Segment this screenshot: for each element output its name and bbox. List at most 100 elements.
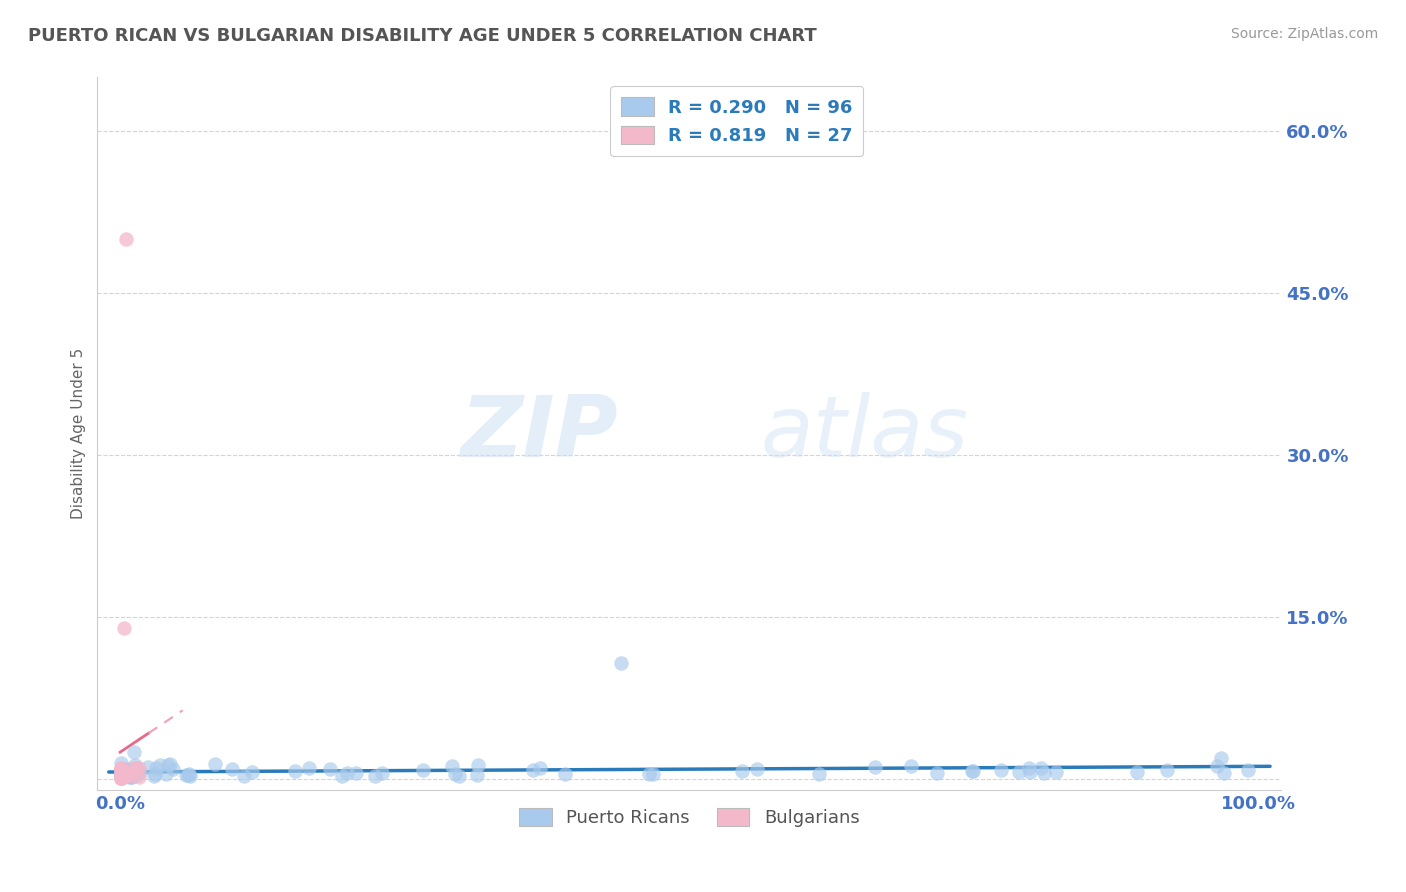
- Point: [440, 759, 463, 773]
- Point: [110, 766, 132, 780]
- Point: [111, 770, 134, 784]
- Point: [149, 757, 172, 772]
- Point: [110, 769, 132, 783]
- Point: [117, 764, 139, 779]
- Point: [159, 756, 181, 771]
- Point: [110, 769, 132, 783]
- Point: [112, 768, 135, 782]
- Point: [110, 764, 132, 779]
- Point: [110, 769, 132, 783]
- Point: [128, 761, 150, 775]
- Point: [1032, 765, 1054, 780]
- Point: [111, 768, 134, 782]
- Point: [162, 762, 184, 776]
- Text: Source: ZipAtlas.com: Source: ZipAtlas.com: [1230, 27, 1378, 41]
- Point: [807, 767, 830, 781]
- Point: [731, 764, 754, 779]
- Point: [112, 621, 135, 635]
- Point: [118, 770, 141, 784]
- Point: [1018, 761, 1040, 775]
- Point: [927, 766, 949, 780]
- Point: [110, 770, 132, 784]
- Point: [110, 764, 132, 779]
- Point: [1126, 764, 1149, 779]
- Point: [114, 763, 136, 777]
- Text: atlas: atlas: [761, 392, 969, 475]
- Point: [110, 761, 132, 775]
- Point: [110, 764, 132, 778]
- Point: [110, 770, 132, 784]
- Point: [745, 762, 768, 776]
- Point: [1018, 765, 1040, 780]
- Point: [122, 761, 145, 775]
- Point: [110, 771, 132, 785]
- Point: [319, 763, 342, 777]
- Point: [128, 770, 150, 784]
- Point: [449, 769, 471, 783]
- Point: [221, 762, 243, 776]
- Point: [863, 760, 886, 774]
- Point: [467, 758, 489, 772]
- Point: [232, 769, 254, 783]
- Point: [145, 761, 167, 775]
- Y-axis label: Disability Age Under 5: Disability Age Under 5: [72, 348, 86, 519]
- Point: [610, 656, 633, 670]
- Point: [110, 771, 132, 785]
- Point: [336, 765, 359, 780]
- Point: [900, 759, 922, 773]
- Point: [114, 769, 136, 783]
- Point: [370, 766, 392, 780]
- Point: [114, 769, 136, 783]
- Point: [118, 767, 141, 781]
- Point: [962, 764, 984, 778]
- Point: [125, 761, 148, 775]
- Point: [204, 756, 226, 771]
- Point: [124, 745, 146, 759]
- Point: [127, 764, 149, 778]
- Point: [465, 768, 488, 782]
- Point: [176, 767, 198, 781]
- Point: [155, 767, 177, 781]
- Point: [111, 769, 134, 783]
- Point: [110, 761, 132, 775]
- Point: [110, 764, 132, 778]
- Point: [529, 761, 551, 775]
- Point: [110, 770, 132, 784]
- Point: [117, 769, 139, 783]
- Point: [110, 771, 132, 785]
- Point: [114, 768, 136, 782]
- Point: [110, 771, 132, 785]
- Point: [1029, 761, 1052, 775]
- Point: [110, 770, 132, 784]
- Point: [110, 766, 132, 780]
- Point: [120, 770, 142, 784]
- Point: [1237, 764, 1260, 778]
- Point: [124, 758, 146, 772]
- Point: [129, 765, 152, 780]
- Point: [1213, 765, 1236, 780]
- Point: [115, 769, 138, 783]
- Point: [112, 769, 135, 783]
- Point: [114, 232, 136, 246]
- Point: [298, 761, 321, 775]
- Point: [284, 764, 307, 779]
- Text: PUERTO RICAN VS BULGARIAN DISABILITY AGE UNDER 5 CORRELATION CHART: PUERTO RICAN VS BULGARIAN DISABILITY AGE…: [28, 27, 817, 45]
- Text: ZIP: ZIP: [461, 392, 619, 475]
- Point: [110, 766, 132, 780]
- Point: [990, 764, 1012, 778]
- Point: [554, 767, 576, 781]
- Point: [522, 763, 544, 777]
- Point: [364, 769, 387, 783]
- Point: [1209, 751, 1232, 765]
- Point: [110, 769, 132, 783]
- Point: [444, 767, 467, 781]
- Point: [179, 767, 201, 781]
- Point: [110, 770, 132, 784]
- Point: [641, 767, 664, 781]
- Point: [1156, 763, 1178, 777]
- Point: [117, 769, 139, 783]
- Point: [111, 771, 134, 785]
- Legend: Puerto Ricans, Bulgarians: Puerto Ricans, Bulgarians: [512, 800, 868, 834]
- Point: [115, 769, 138, 783]
- Point: [412, 763, 434, 777]
